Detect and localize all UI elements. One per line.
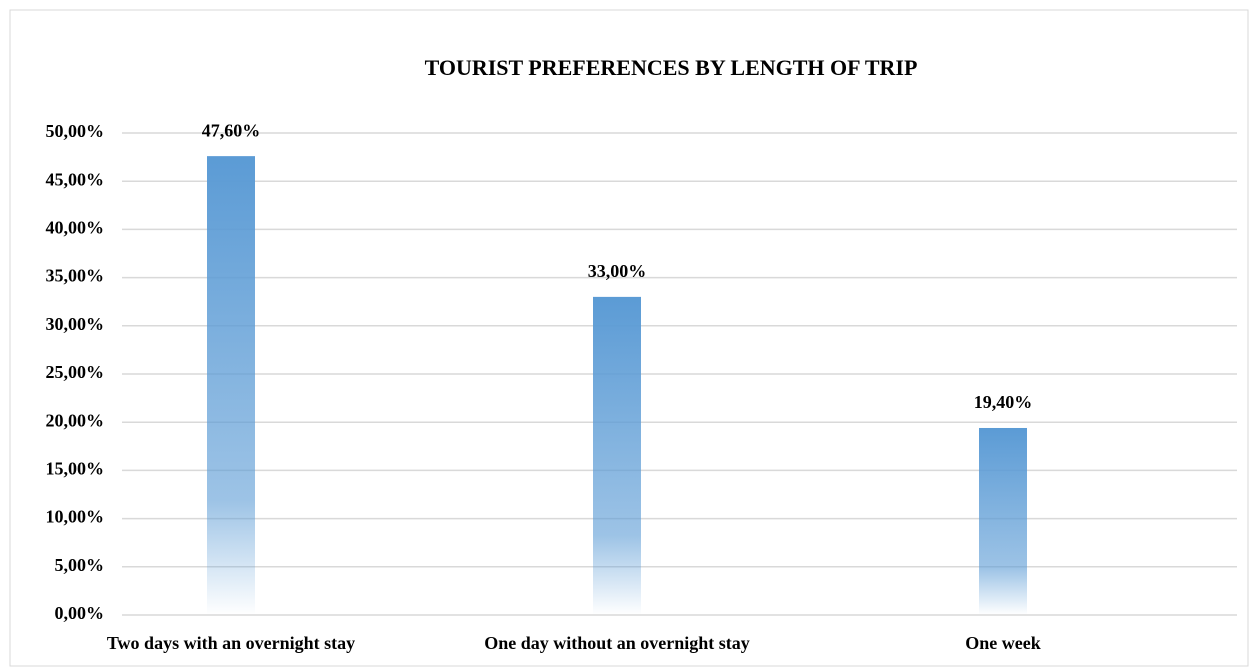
- y-tick-label: 0,00%: [55, 603, 105, 623]
- bar: [593, 296, 641, 615]
- y-tick-label: 40,00%: [46, 218, 105, 238]
- y-tick-label: 10,00%: [46, 507, 105, 527]
- y-tick-label: 35,00%: [46, 266, 105, 286]
- data-label: 47,60%: [202, 120, 261, 140]
- data-label: 33,00%: [588, 261, 647, 281]
- chart-title: TOURIST PREFERENCES BY LENGTH OF TRIP: [425, 55, 918, 80]
- y-tick-label: 5,00%: [55, 555, 105, 575]
- y-tick-label: 45,00%: [46, 169, 105, 189]
- y-tick-label: 15,00%: [46, 459, 105, 479]
- x-tick-label: One day without an overnight stay: [484, 633, 750, 653]
- bar: [207, 156, 255, 616]
- y-tick-label: 20,00%: [46, 410, 105, 430]
- y-tick-label: 50,00%: [46, 121, 105, 141]
- data-label: 19,40%: [974, 392, 1033, 412]
- x-tick-label: One week: [965, 633, 1041, 653]
- bar: [979, 427, 1027, 615]
- y-tick-label: 25,00%: [46, 362, 105, 382]
- x-tick-label: Two days with an overnight stay: [107, 633, 355, 653]
- y-tick-label: 30,00%: [46, 314, 105, 334]
